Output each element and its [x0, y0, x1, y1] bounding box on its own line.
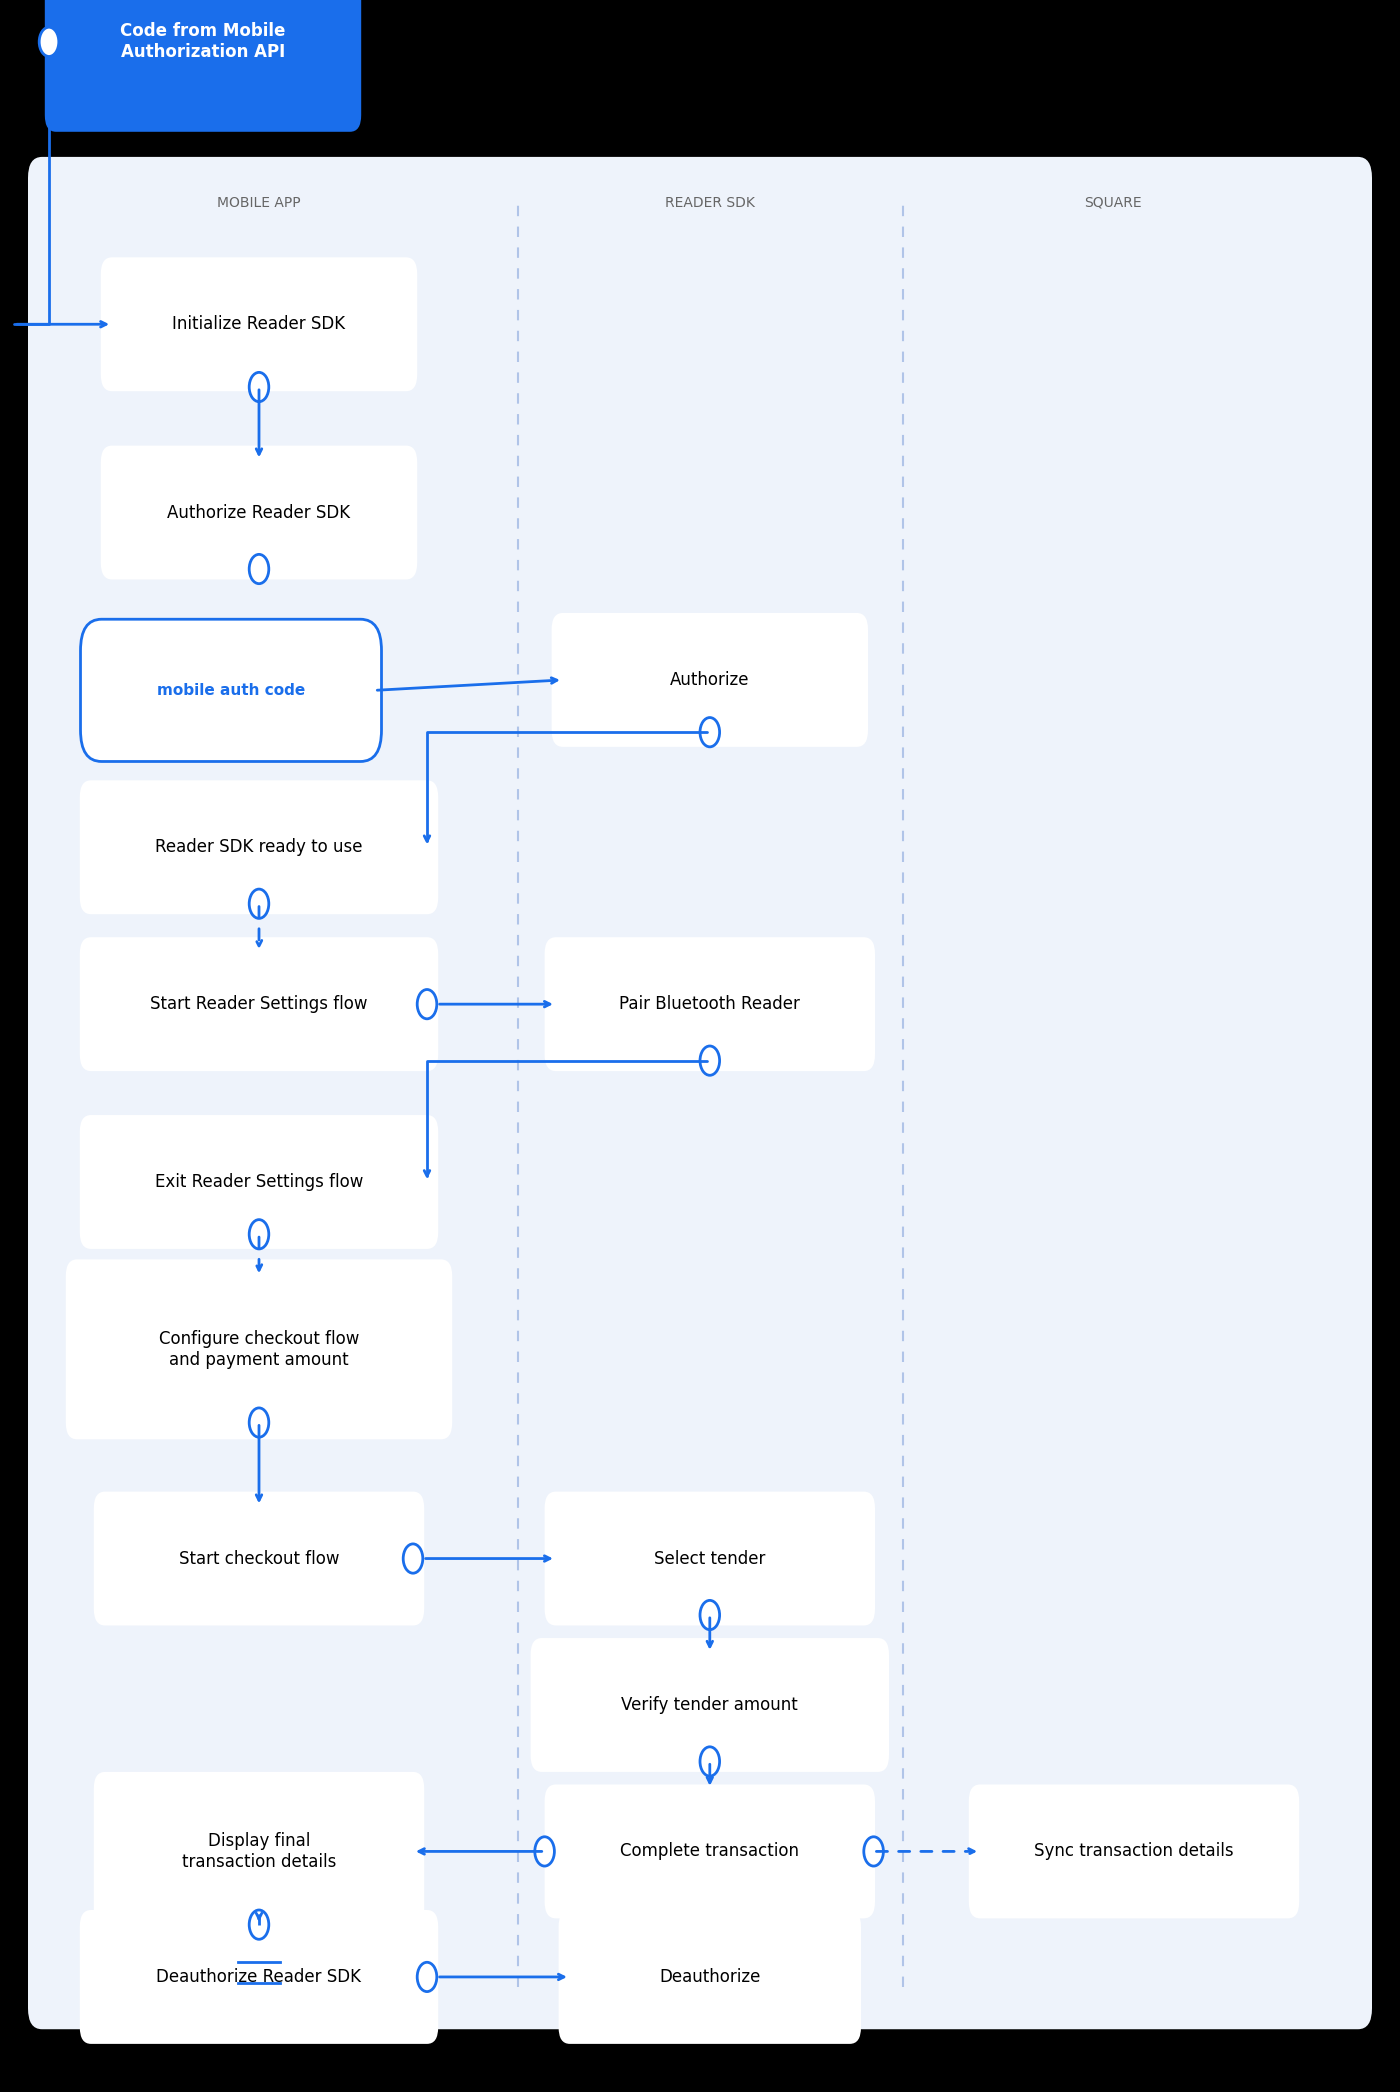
FancyBboxPatch shape: [545, 1492, 875, 1625]
Text: Start checkout flow: Start checkout flow: [179, 1550, 339, 1567]
Text: Configure checkout flow
and payment amount: Configure checkout flow and payment amou…: [158, 1331, 360, 1368]
FancyBboxPatch shape: [969, 1784, 1299, 1918]
FancyBboxPatch shape: [94, 1772, 424, 1931]
FancyBboxPatch shape: [28, 157, 1372, 2029]
FancyBboxPatch shape: [80, 937, 438, 1071]
FancyBboxPatch shape: [45, 0, 361, 132]
FancyBboxPatch shape: [80, 1115, 438, 1249]
Text: Authorize: Authorize: [671, 672, 749, 688]
FancyBboxPatch shape: [559, 1910, 861, 2044]
Text: Code from Mobile
Authorization API: Code from Mobile Authorization API: [120, 23, 286, 61]
Text: Sync transaction details: Sync transaction details: [1035, 1843, 1233, 1860]
Text: mobile auth code: mobile auth code: [157, 682, 305, 699]
FancyBboxPatch shape: [80, 780, 438, 914]
FancyBboxPatch shape: [101, 257, 417, 391]
Circle shape: [864, 1837, 883, 1866]
Text: Start Reader Settings flow: Start Reader Settings flow: [150, 996, 368, 1013]
Circle shape: [700, 1600, 720, 1630]
Circle shape: [249, 1408, 269, 1437]
Text: Exit Reader Settings flow: Exit Reader Settings flow: [155, 1174, 363, 1190]
Text: Complete transaction: Complete transaction: [620, 1843, 799, 1860]
Circle shape: [249, 372, 269, 402]
Text: Reader SDK ready to use: Reader SDK ready to use: [155, 839, 363, 856]
Circle shape: [249, 1220, 269, 1249]
Circle shape: [403, 1544, 423, 1573]
FancyBboxPatch shape: [66, 1259, 452, 1439]
FancyBboxPatch shape: [545, 1784, 875, 1918]
Text: Initialize Reader SDK: Initialize Reader SDK: [172, 316, 346, 333]
Circle shape: [249, 554, 269, 584]
Circle shape: [417, 990, 437, 1019]
FancyBboxPatch shape: [101, 446, 417, 579]
Text: Verify tender amount: Verify tender amount: [622, 1697, 798, 1713]
Text: Deauthorize Reader SDK: Deauthorize Reader SDK: [157, 1969, 361, 1985]
Circle shape: [249, 889, 269, 918]
Circle shape: [39, 27, 59, 56]
Circle shape: [417, 1962, 437, 1992]
FancyBboxPatch shape: [80, 1910, 438, 2044]
Text: Select tender: Select tender: [654, 1550, 766, 1567]
Text: Authorize Reader SDK: Authorize Reader SDK: [168, 504, 350, 521]
Circle shape: [700, 1046, 720, 1075]
Text: MOBILE APP: MOBILE APP: [217, 197, 301, 209]
Circle shape: [535, 1837, 554, 1866]
Circle shape: [700, 1747, 720, 1776]
FancyBboxPatch shape: [81, 619, 381, 761]
Text: Pair Bluetooth Reader: Pair Bluetooth Reader: [619, 996, 801, 1013]
Text: READER SDK: READER SDK: [665, 197, 755, 209]
FancyBboxPatch shape: [94, 1492, 424, 1625]
Text: Deauthorize: Deauthorize: [659, 1969, 760, 1985]
FancyBboxPatch shape: [545, 937, 875, 1071]
Text: Display final
transaction details: Display final transaction details: [182, 1833, 336, 1870]
Circle shape: [249, 1910, 269, 1939]
FancyBboxPatch shape: [531, 1638, 889, 1772]
Text: SQUARE: SQUARE: [1084, 197, 1142, 209]
FancyBboxPatch shape: [552, 613, 868, 747]
Circle shape: [700, 718, 720, 747]
